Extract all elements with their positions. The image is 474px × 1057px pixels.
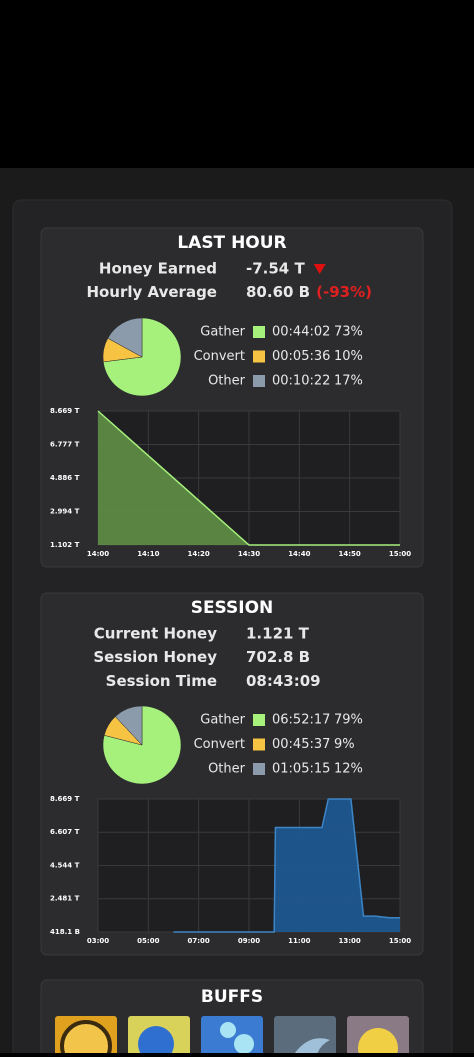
legend-label: Convert — [194, 737, 245, 752]
x-tick-label: 11:00 — [288, 937, 310, 945]
x-tick-label: 14:00 — [87, 550, 109, 558]
y-tick-label: 2.481 T — [50, 895, 80, 903]
buffs-title: BUFFS — [201, 987, 263, 1007]
stat-value: -7.54 T — [246, 260, 305, 278]
buff-icon-duck — [358, 1028, 398, 1057]
legend-percent: 10% — [334, 349, 363, 364]
stat-label: Session Honey — [93, 648, 217, 666]
buff-icon-wave — [292, 1038, 330, 1057]
y-tick-label: 418.1 B — [50, 928, 80, 936]
legend-label: Gather — [200, 325, 245, 340]
x-tick-label: 14:40 — [288, 550, 310, 558]
area-fill — [98, 411, 400, 545]
x-tick-label: 15:00 — [389, 550, 411, 558]
area-line — [97, 410, 400, 546]
x-tick-label: 13:00 — [339, 937, 361, 945]
legend-label: Other — [208, 762, 246, 777]
stat-value: 80.60 B — [246, 283, 310, 301]
legend-time: 00:05:36 — [272, 349, 330, 364]
y-tick-label: 2.994 T — [50, 507, 80, 515]
x-tick-label: 03:00 — [87, 937, 109, 945]
section-title: LAST HOUR — [177, 233, 286, 253]
legend-swatch — [253, 350, 265, 363]
x-tick-label: 14:20 — [188, 550, 210, 558]
y-tick-label: 8.669 T — [50, 407, 80, 415]
legend-time: 06:52:17 — [272, 713, 330, 728]
stat-label: Honey Earned — [99, 260, 217, 278]
buff-icon-bubble — [220, 1022, 236, 1038]
x-tick-label: 15:00 — [389, 937, 411, 945]
x-tick-label: 07:00 — [188, 937, 210, 945]
legend-label: Other — [208, 374, 246, 389]
area-line — [173, 798, 400, 933]
pie-slice — [114, 705, 143, 746]
pie-slice — [107, 317, 143, 358]
legend-time: 01:05:15 — [272, 762, 330, 777]
legend-label: Convert — [194, 349, 245, 364]
legend-percent: 9% — [334, 737, 355, 752]
x-tick-label: 14:30 — [238, 550, 260, 558]
section-title: SESSION — [191, 598, 274, 618]
buff-icon-clock — [60, 1020, 112, 1057]
stat-label: Current Honey — [94, 625, 217, 643]
y-tick-label: 4.544 T — [50, 861, 80, 869]
y-tick-label: 4.886 T — [50, 474, 80, 482]
legend-swatch — [253, 763, 265, 775]
legend-percent: 12% — [334, 762, 363, 777]
y-tick-label: 6.777 T — [50, 441, 80, 449]
legend-swatch — [253, 375, 265, 387]
y-tick-label: 1.102 T — [50, 541, 80, 549]
stat-label: Hourly Average — [86, 283, 217, 301]
stat-value: 702.8 B — [246, 648, 310, 666]
stat-value: 08:43:09 — [246, 672, 321, 690]
trend-arrow — [313, 264, 326, 274]
legend-time: 00:44:02 — [272, 325, 330, 340]
legend-swatch — [253, 738, 265, 751]
legend-percent: 17% — [334, 374, 363, 389]
buff-icon-bubble — [234, 1034, 254, 1054]
x-tick-label: 05:00 — [137, 937, 159, 945]
legend-swatch — [253, 326, 265, 338]
stat-label: Session Time — [106, 672, 217, 690]
legend-percent: 79% — [334, 713, 363, 728]
x-tick-label: 09:00 — [238, 937, 260, 945]
x-tick-label: 14:10 — [137, 550, 159, 558]
legend-time: 00:45:37 — [272, 737, 330, 752]
legend-label: Gather — [200, 713, 245, 728]
buff-icon-drop — [138, 1026, 174, 1057]
legend-time: 00:10:22 — [272, 374, 330, 389]
x-tick-label: 14:50 — [339, 550, 361, 558]
legend-swatch — [253, 714, 265, 726]
y-tick-label: 8.669 T — [50, 795, 80, 803]
y-tick-label: 6.607 T — [50, 828, 80, 836]
stat-change: (-93%) — [316, 283, 372, 301]
legend-percent: 73% — [334, 325, 363, 340]
stat-value: 1.121 T — [246, 625, 310, 643]
area-fill — [173, 799, 400, 932]
